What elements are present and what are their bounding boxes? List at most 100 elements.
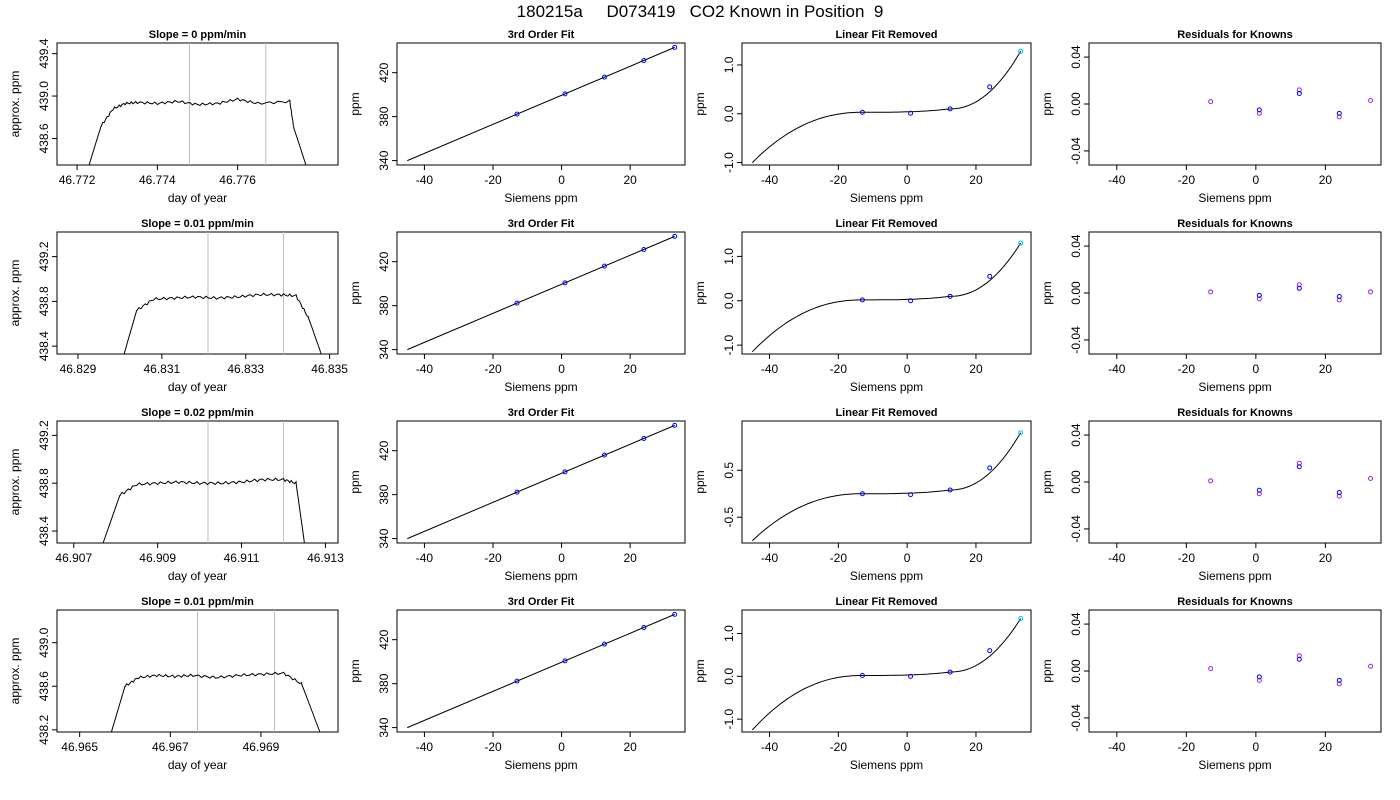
cubic-curve [751, 51, 1022, 163]
x-tick-label: 0 [904, 740, 911, 754]
residual-curve-point [987, 465, 993, 471]
cubic-curve [751, 432, 1022, 542]
x-tick-label: -40 [416, 173, 434, 187]
x-tick-label: 0 [558, 173, 565, 187]
x-tick-label: 20 [1319, 362, 1333, 376]
x-tick-label: -40 [1108, 740, 1126, 754]
fit-line [407, 424, 675, 540]
linear-panel-3: Linear Fit Removed -40 -20 0 20 -0.5 0.5 Siemen… [693, 407, 1032, 583]
residual-curve-point [987, 648, 993, 654]
x-tick-label: 0 [558, 362, 565, 376]
fit-point [514, 300, 520, 306]
panel-title: Slope = 0.01 ppm/min [141, 596, 254, 608]
x-tick-label: 20 [969, 551, 983, 565]
panel-title: Residuals for Knowns [1177, 407, 1293, 419]
fit-point [514, 489, 520, 495]
y-axis-label: approx. ppm [8, 449, 22, 516]
x-tick-label: -20 [484, 551, 502, 565]
x-tick-label: -20 [830, 362, 848, 376]
residual-point [1368, 663, 1374, 669]
residual-point [1368, 289, 1374, 295]
x-axis-label: Siemens ppm [1198, 380, 1271, 394]
residual-point [1368, 475, 1374, 481]
residual-curve-point [908, 673, 914, 679]
trace-line [102, 477, 305, 544]
residual-point [1368, 97, 1374, 103]
linear-panel-4: Linear Fit Removed -40 -20 0 20 -1.0 0.0 1.0 Sie… [693, 596, 1032, 772]
x-axis-label: Siemens ppm [1198, 758, 1271, 772]
panel-title: Residuals for Knowns [1177, 29, 1293, 41]
residual-curve-point [947, 487, 953, 493]
x-axis-label: Siemens ppm [504, 569, 577, 583]
residual-curve-point [1018, 616, 1024, 622]
residual-curve-point [947, 669, 953, 675]
plot-frame [1088, 231, 1382, 355]
y-tick-label: 438.4 [37, 516, 51, 546]
x-tick-label: 20 [1319, 740, 1333, 754]
fit-point [601, 263, 607, 269]
x-tick-label: -20 [484, 740, 502, 754]
x-tick-label: 46.776 [219, 173, 256, 187]
x-tick-label: -20 [830, 740, 848, 754]
plot-frame [56, 420, 339, 544]
y-tick-label: 439.4 [37, 38, 51, 68]
x-axis-label: Siemens ppm [850, 191, 923, 205]
x-tick-label: -40 [761, 740, 779, 754]
residual-point [1208, 478, 1214, 484]
residual-point [1256, 107, 1262, 113]
plot-frame [396, 609, 686, 733]
plot-frame [741, 609, 1032, 733]
trace-line [88, 97, 307, 166]
residuals-panel-4: Residuals for Knowns -40 -20 0 20 -0.04 0.00 0.… [1040, 596, 1382, 772]
x-tick-label: -40 [416, 551, 434, 565]
y-axis-label: approx. ppm [8, 260, 22, 327]
residual-point [1296, 656, 1302, 662]
x-tick-label: 46.772 [59, 173, 96, 187]
trace-panel-1: Slope = 0 ppm/min 46.772 46.774 46.776 438.6… [8, 29, 339, 205]
x-tick-label: 20 [623, 551, 637, 565]
residual-point [1208, 99, 1214, 105]
y-tick-label: 0.04 [1069, 423, 1083, 447]
fit-panel-3: 3rd Order Fit -40 -20 0 20 340 380 420 Siemens p… [348, 407, 686, 583]
panel-title: Slope = 0.02 ppm/min [141, 407, 254, 419]
fit-point [672, 611, 678, 617]
fit-point [641, 57, 647, 63]
x-tick-label: -20 [484, 362, 502, 376]
x-tick-label: -40 [761, 173, 779, 187]
y-tick-label: -1.0 [722, 708, 736, 729]
residuals-panel-3: Residuals for Knowns -40 -20 0 20 -0.04 0.00 0.… [1040, 407, 1382, 583]
y-tick-label: 438.2 [37, 714, 51, 744]
plot-frame [1088, 609, 1382, 733]
fit-point [641, 435, 647, 441]
x-tick-label: 46.965 [61, 740, 98, 754]
residual-curve-point [987, 273, 993, 279]
residual-point [1256, 487, 1262, 493]
y-tick-label: -0.5 [722, 507, 736, 528]
fit-line [407, 46, 675, 162]
x-tick-label: -40 [416, 740, 434, 754]
y-tick-label: 438.8 [37, 468, 51, 498]
y-tick-label: -1.0 [722, 334, 736, 355]
x-tick-label: 46.833 [227, 362, 264, 376]
x-tick-label: -40 [416, 362, 434, 376]
y-tick-label: 1.0 [722, 248, 736, 265]
plot-frame [56, 231, 339, 355]
x-axis-label: Siemens ppm [850, 569, 923, 583]
x-axis-label: Siemens ppm [504, 758, 577, 772]
panel-title: Linear Fit Removed [835, 218, 937, 230]
residual-curve-point [1018, 48, 1024, 54]
plot-frame [741, 231, 1032, 355]
y-axis-label: ppm [348, 659, 362, 682]
panel-title: Linear Fit Removed [835, 596, 937, 608]
fit-line [407, 235, 675, 351]
residual-point [1296, 90, 1302, 96]
trace-panel-2: Slope = 0.01 ppm/min 46.829 46.831 46.833 46… [8, 218, 348, 394]
x-tick-label: -20 [1178, 173, 1196, 187]
x-tick-label: 0 [904, 173, 911, 187]
x-tick-label: 46.829 [60, 362, 97, 376]
residual-curve-point [947, 106, 953, 112]
y-tick-label: 0.0 [722, 292, 736, 309]
y-axis-label: ppm [348, 281, 362, 304]
plot-frame [396, 42, 686, 166]
y-tick-label: 0.00 [1069, 470, 1083, 494]
